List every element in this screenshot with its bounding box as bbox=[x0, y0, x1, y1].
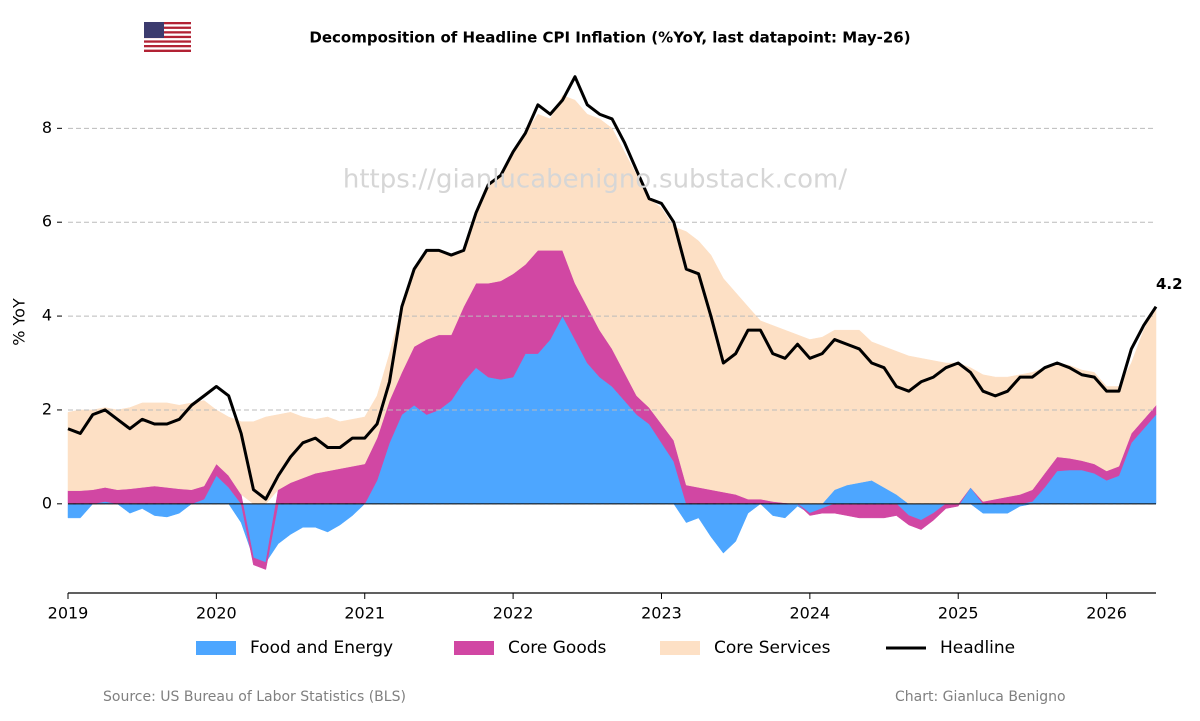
flag-stripe bbox=[144, 42, 191, 45]
x-tick-label: 2019 bbox=[48, 604, 89, 623]
chart-title: Decomposition of Headline CPI Inflation … bbox=[309, 29, 910, 47]
data-label: 4.2 bbox=[1156, 275, 1183, 293]
legend-label: Core Goods bbox=[508, 638, 607, 658]
x-tick-label: 2024 bbox=[789, 604, 830, 623]
y-tick-label: 0 bbox=[42, 493, 52, 512]
legend-label: Core Services bbox=[714, 638, 831, 658]
y-tick-label: 8 bbox=[42, 118, 52, 137]
source-note: Source: US Bureau of Labor Statistics (B… bbox=[103, 689, 406, 705]
x-tick-label: 2023 bbox=[641, 604, 682, 623]
y-tick-label: 4 bbox=[42, 306, 52, 325]
legend-label: Food and Energy bbox=[250, 638, 393, 658]
flag-stripe bbox=[144, 24, 191, 27]
y-axis-label: % YoY bbox=[10, 298, 29, 346]
legend-swatch bbox=[454, 641, 494, 655]
x-tick-label: 2021 bbox=[344, 604, 385, 623]
legend-swatch bbox=[196, 641, 236, 655]
line bbox=[67, 75, 1158, 501]
x-tick-label: 2020 bbox=[196, 604, 237, 623]
watermark: https://gianlucabenigno.substack.com/ bbox=[343, 165, 848, 195]
legend-label: Headline bbox=[940, 638, 1015, 658]
flag-stripe bbox=[144, 33, 191, 36]
x-tick-label: 2022 bbox=[493, 604, 534, 623]
y-tick-label: 6 bbox=[42, 212, 52, 231]
flag-stripe bbox=[144, 38, 191, 41]
x-tick-label: 2025 bbox=[938, 604, 979, 623]
flag bbox=[144, 22, 191, 52]
plot-area: 0 2 4 6 8 4.2 2019 2020 2021 2022 2023 2024 2025 2026 bbox=[42, 75, 1183, 623]
x-tick-label: 2026 bbox=[1086, 604, 1127, 623]
flag-stripe bbox=[144, 28, 191, 32]
flag-stripe bbox=[144, 47, 191, 50]
legend-swatch bbox=[660, 641, 700, 655]
credit-note: Chart: Gianluca Benigno bbox=[895, 689, 1066, 705]
flag-canton bbox=[144, 22, 164, 38]
legend: Food and Energy Core Goods Core Services He… bbox=[196, 638, 1015, 658]
y-tick-label: 2 bbox=[42, 399, 52, 418]
